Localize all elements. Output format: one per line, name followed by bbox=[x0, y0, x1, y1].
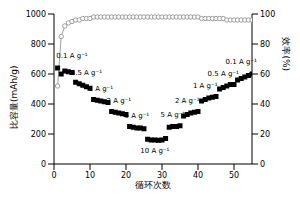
svg-text:10: 10 bbox=[85, 171, 95, 180]
svg-text:比容量(mAh/g): 比容量(mAh/g) bbox=[9, 66, 19, 129]
svg-text:80: 80 bbox=[260, 40, 270, 49]
svg-text:0.5 A g⁻¹: 0.5 A g⁻¹ bbox=[208, 70, 240, 78]
svg-text:0.5 A g⁻¹: 0.5 A g⁻¹ bbox=[71, 69, 103, 77]
svg-text:20: 20 bbox=[260, 130, 270, 139]
svg-text:40: 40 bbox=[193, 171, 203, 180]
svg-text:200: 200 bbox=[31, 130, 46, 139]
svg-text:60: 60 bbox=[260, 70, 270, 79]
svg-text:2 A g⁻¹: 2 A g⁻¹ bbox=[106, 97, 131, 105]
svg-text:5 A g⁻¹: 5 A g⁻¹ bbox=[160, 111, 185, 119]
svg-text:30: 30 bbox=[157, 171, 167, 180]
svg-text:0.1 A g⁻¹: 0.1 A g⁻¹ bbox=[56, 52, 88, 60]
svg-text:1 A g⁻¹: 1 A g⁻¹ bbox=[193, 82, 218, 90]
svg-text:400: 400 bbox=[31, 100, 46, 109]
svg-text:40: 40 bbox=[260, 100, 270, 109]
svg-text:800: 800 bbox=[31, 40, 46, 49]
svg-text:600: 600 bbox=[31, 70, 46, 79]
svg-text:0: 0 bbox=[51, 171, 56, 180]
svg-text:5 A g⁻¹: 5 A g⁻¹ bbox=[124, 112, 149, 120]
svg-text:0.1 A g⁻¹: 0.1 A g⁻¹ bbox=[226, 58, 258, 66]
svg-text:效率(%): 效率(%) bbox=[281, 37, 291, 71]
svg-text:0: 0 bbox=[41, 160, 46, 169]
svg-text:1000: 1000 bbox=[26, 10, 46, 19]
svg-text:2 A g⁻¹: 2 A g⁻¹ bbox=[175, 97, 200, 105]
svg-text:0: 0 bbox=[260, 160, 265, 169]
svg-text:1 A g⁻¹: 1 A g⁻¹ bbox=[88, 85, 113, 93]
svg-text:20: 20 bbox=[121, 171, 131, 180]
svg-text:10 A g⁻¹: 10 A g⁻¹ bbox=[140, 147, 169, 155]
svg-text:循环次数: 循环次数 bbox=[135, 180, 171, 190]
svg-text:50: 50 bbox=[229, 171, 239, 180]
svg-text:100: 100 bbox=[260, 10, 275, 19]
